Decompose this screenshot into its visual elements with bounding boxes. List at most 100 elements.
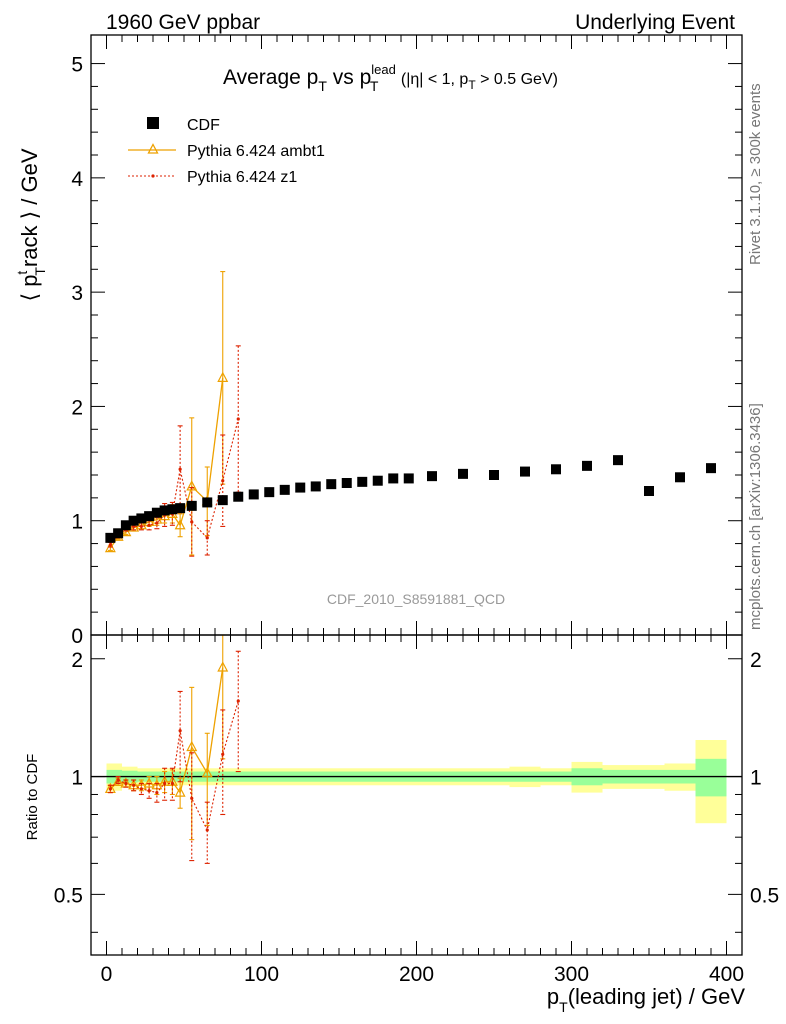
main-cdf-point [551, 464, 561, 475]
main-cdf-point [120, 520, 131, 531]
main-cdf-point [357, 476, 368, 487]
x-tick-label: 400 [709, 963, 744, 986]
legend-z1-label: Pythia 6.424 z1 [187, 169, 297, 186]
title-vs: vs p [327, 66, 371, 89]
xlabel-a: p [547, 984, 559, 1009]
main-panel-series [104, 271, 716, 557]
legend-ambt1-marker [147, 143, 159, 154]
x-tick-label: 300 [554, 963, 589, 986]
ratio-z1-point [116, 778, 120, 782]
main-cdf-point [128, 515, 139, 526]
main-cdf-point [186, 500, 197, 511]
legend-z1-marker [151, 174, 155, 178]
main-cdf-point [388, 473, 399, 484]
main-cdf-point [582, 460, 592, 471]
main-z1-point [178, 467, 182, 471]
main-z1-point [147, 523, 151, 527]
ratio-z1-point [124, 781, 128, 786]
main-cdf-point [706, 463, 716, 474]
main-cdf-point [644, 486, 654, 496]
chart-title: Average pT vs plead T (|η| < 1, pT > 0.5 … [223, 62, 558, 94]
main-cdf-point [248, 489, 259, 500]
main-ambt1-point [186, 480, 198, 491]
main-cdf-point [326, 479, 337, 490]
x-tick-label: 0 [101, 963, 113, 986]
ratio-uncertainty-bands [106, 740, 727, 824]
title-lead: Average p [223, 66, 318, 89]
legend-cdf-marker [147, 117, 159, 129]
legend-ambt1-label: Pythia 6.424 ambt1 [187, 143, 325, 160]
main-cdf-point [427, 471, 437, 482]
ratio-z1-point [236, 699, 240, 703]
ratio-z1-point [205, 828, 209, 832]
ratio-z1-point [108, 787, 112, 791]
ylabel-sub: T [32, 267, 48, 276]
y-tick-label-ratio-left: 0.5 [54, 884, 83, 907]
legend-cdf-label: CDF [187, 117, 220, 134]
analysis-watermark: CDF_2010_S8591881_QCD [327, 591, 505, 607]
y-tick-label-main: 4 [71, 168, 83, 191]
ratio-z1-point [221, 752, 225, 756]
main-cdf-point [264, 487, 275, 498]
main-cdf-point [403, 473, 414, 484]
main-cdf-point [144, 511, 155, 522]
main-cdf-point [202, 497, 213, 508]
main-cdf-point [520, 466, 530, 477]
ratio-ambt1-point [186, 740, 198, 752]
title-vs-sup: lead [371, 62, 396, 77]
legend-item-cdf: CDF [147, 117, 220, 134]
y-tick-label-ratio-right: 1 [750, 767, 762, 790]
main-cdf-point [151, 507, 162, 518]
legend-item-ambt1: Pythia 6.424 ambt1 [128, 143, 325, 160]
x-tick-label: 200 [399, 963, 434, 986]
y-tick-label-main: 3 [71, 282, 83, 305]
y-tick-label-ratio-left: 2 [71, 649, 83, 672]
main-ambt1-point [174, 519, 186, 530]
legend: CDF Pythia 6.424 ambt1 Pythia 6.424 z1 [128, 117, 325, 186]
axis-ticks: 0 100 200 300 400 0 1 2 3 4 5 0.5 0.5 1 1 2 2 [54, 35, 779, 986]
ratio-z1-point [132, 783, 136, 787]
y-tick-label-main: 2 [71, 396, 83, 419]
ratio-z1-point [178, 729, 182, 733]
ylabel-a: ⟨ p [17, 275, 42, 302]
main-cdf-point [675, 472, 685, 483]
title-lead-sub: T [318, 78, 327, 94]
main-cdf-point [136, 513, 147, 524]
ylabel-sup: t [14, 271, 30, 275]
ratio-ambt1-point [112, 775, 124, 786]
title-cut-sub: T [468, 78, 476, 92]
xlabel-b: (leading jet) / GeV [568, 984, 746, 1009]
y-tick-label-main: 1 [71, 511, 83, 534]
ratio-z1-point [163, 781, 167, 786]
ratio-z1-point [170, 781, 174, 786]
main-z1-point [205, 536, 209, 540]
main-ambt1-point [217, 371, 229, 382]
title-cut-a: (|η| < 1, p [396, 71, 468, 88]
rivet-label: Rivet 3.1.10, ≥ 300k events [747, 83, 764, 265]
main-cdf-point [372, 475, 383, 486]
ratio-z1-point [147, 789, 151, 793]
ratio-z1-point [139, 787, 143, 791]
ratio-z1-line [109, 700, 239, 832]
legend-item-z1: Pythia 6.424 z1 [128, 169, 297, 186]
ratio-ambt1-point [217, 661, 229, 672]
ratio-panel-frame [90, 634, 743, 956]
main-cdf-point [310, 481, 321, 492]
main-cdf-point [113, 528, 124, 539]
ylabel-b: rack ⟩ / GeV [17, 148, 42, 267]
main-cdf-point [105, 532, 116, 543]
main-z1-point [139, 524, 143, 529]
ratio-ambt1-point [201, 766, 213, 778]
xlabel-sub: T [559, 999, 568, 1015]
header-right: Underlying Event [575, 11, 735, 34]
y-tick-label-main: 0 [71, 625, 83, 648]
main-z1-point [108, 543, 112, 547]
x-axis-label: pT(leading jet) / GeV [547, 984, 745, 1015]
title-vs-sub: T [370, 78, 379, 94]
y-tick-label-ratio-left: 1 [71, 767, 83, 790]
mcplots-label: mcplots.cern.ch [arXiv:1306.3436] [747, 403, 764, 630]
main-cdf-point [613, 455, 623, 466]
y-tick-label-ratio-right: 0.5 [750, 884, 779, 907]
main-cdf-point [295, 482, 306, 493]
